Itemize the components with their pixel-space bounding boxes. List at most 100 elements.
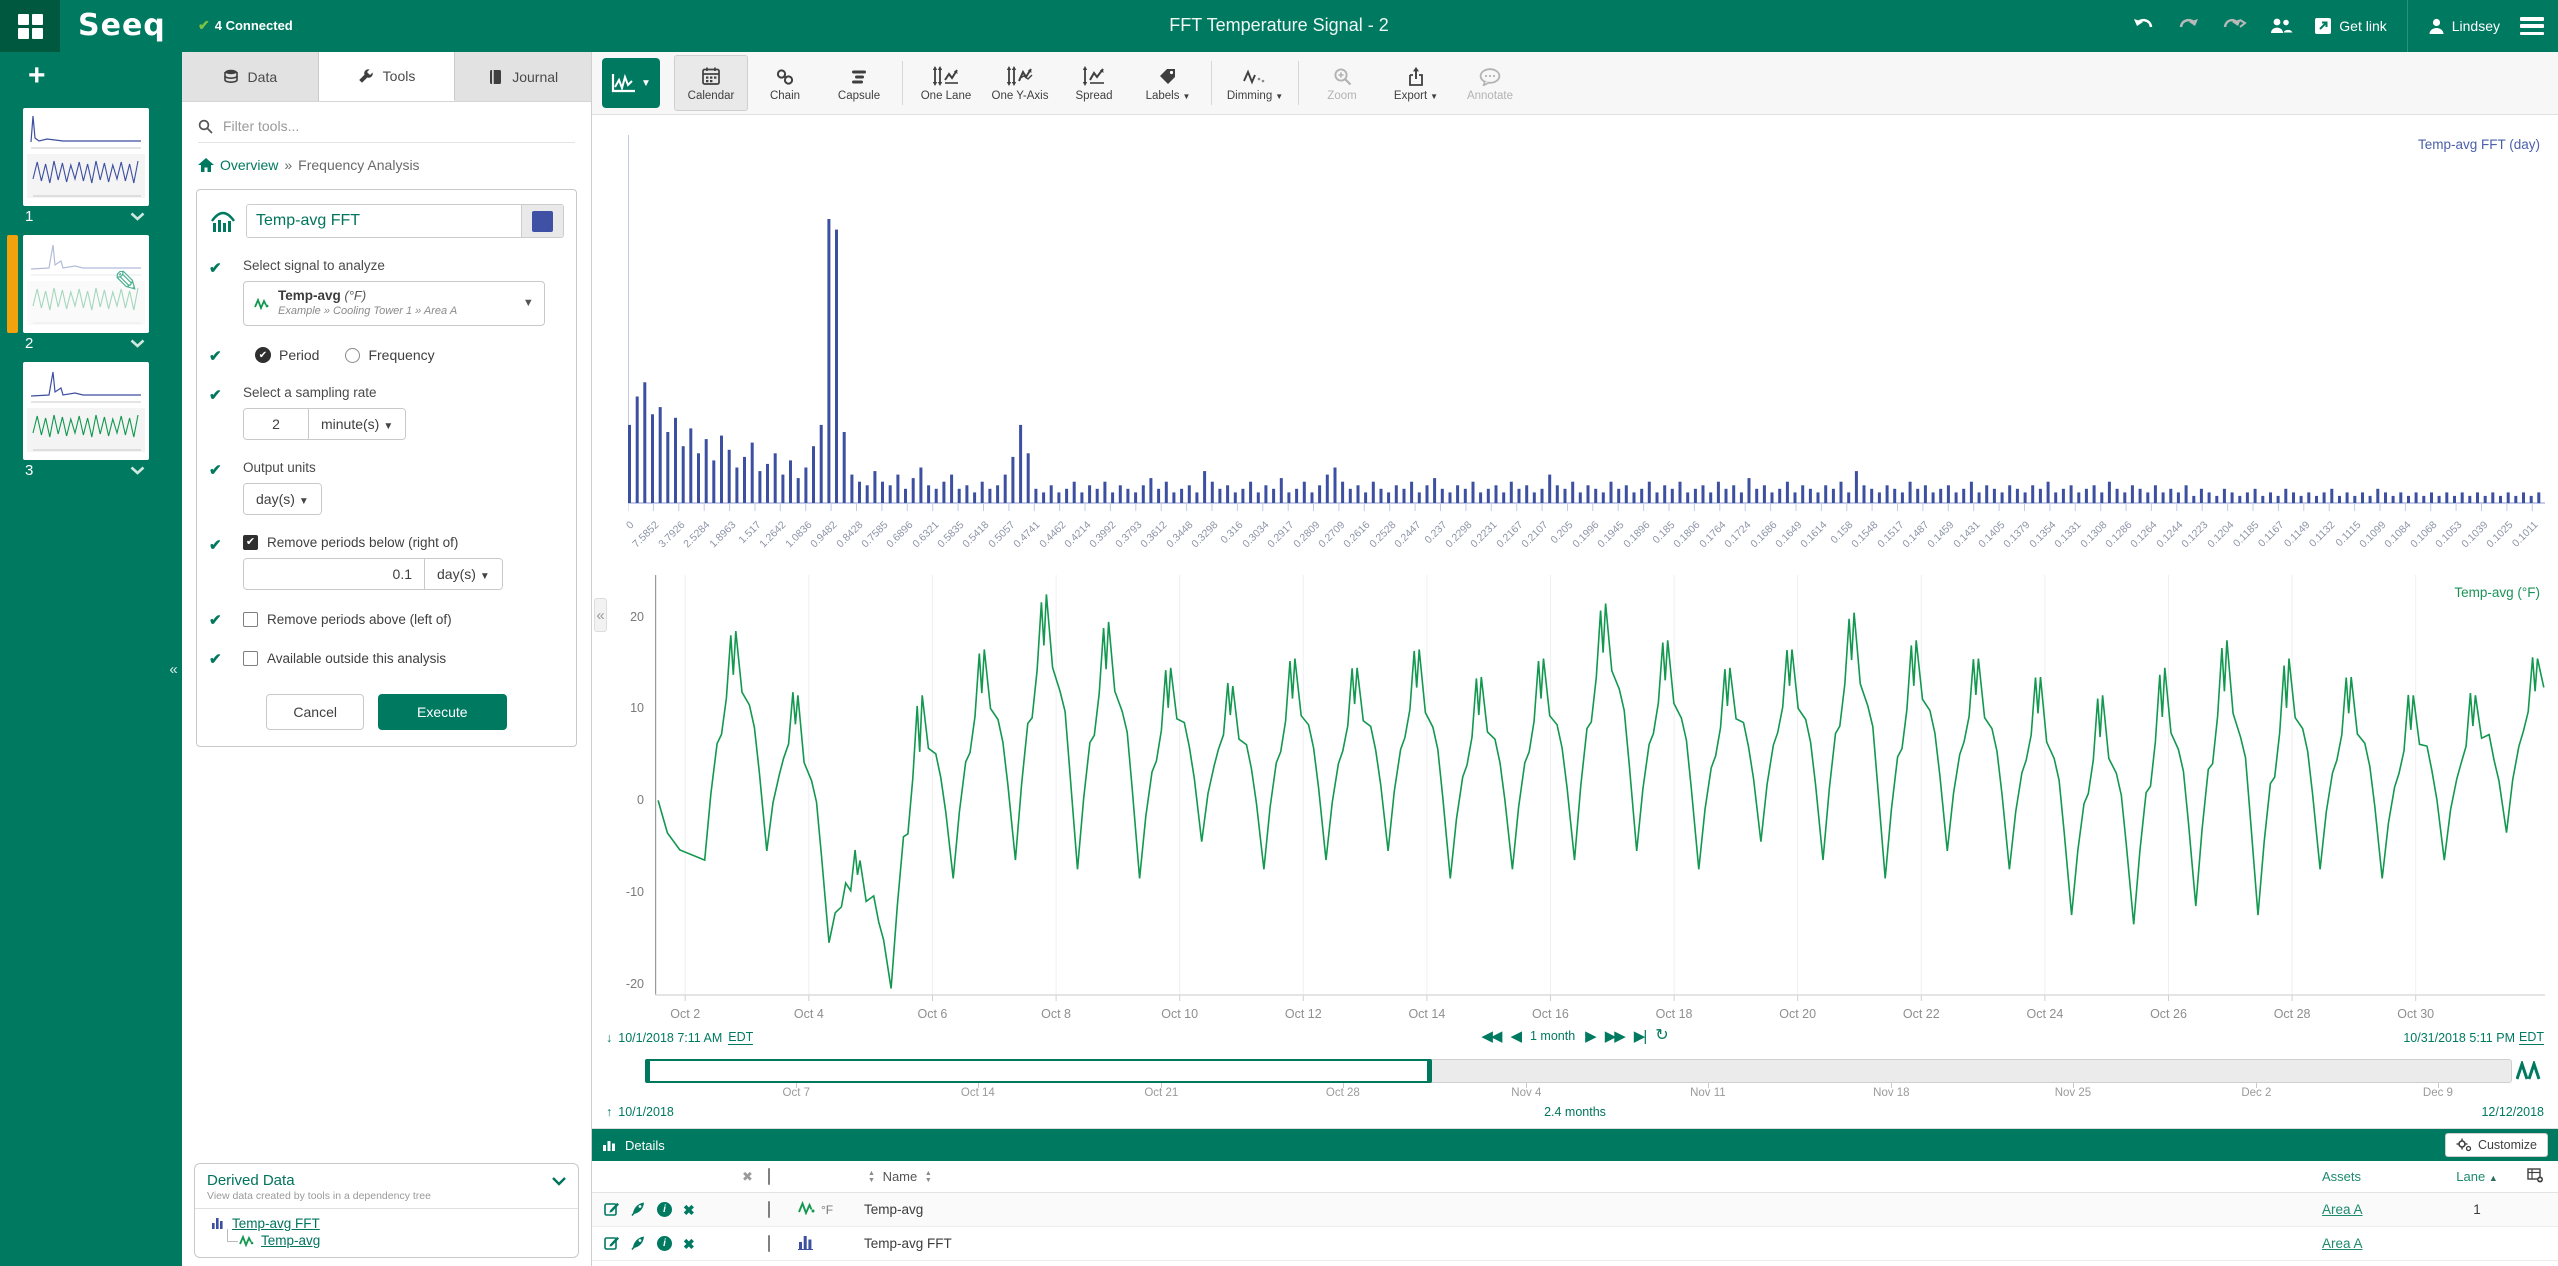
user-menu[interactable]: Lindsey [2428, 17, 2500, 35]
remove-icon[interactable]: ✖ [683, 1201, 695, 1218]
temp-chart-canvas[interactable] [655, 575, 2545, 1001]
app-grid-button[interactable] [0, 0, 60, 52]
customize-button[interactable]: Customize [2444, 1133, 2548, 1157]
tab-journal[interactable]: Journal [455, 52, 592, 101]
derived-link-signal[interactable]: Temp-avg [261, 1233, 321, 1248]
toolbar-labels-button[interactable]: Labels ▼ [1131, 55, 1205, 111]
row-checkbox[interactable] [768, 1235, 770, 1252]
derived-data-header[interactable]: Derived Data View data created by tools … [195, 1164, 578, 1209]
sampling-rate-input[interactable] [244, 408, 308, 439]
toolbar-dimming-button[interactable]: Dimming ▼ [1218, 55, 1292, 111]
step-forward-button[interactable]: ▶ [1585, 1027, 1596, 1045]
tab-tools[interactable]: Tools [318, 52, 456, 101]
remove-all-icon[interactable]: ✖ [742, 1168, 753, 1184]
rocket-icon[interactable] [631, 1235, 646, 1252]
edit-icon[interactable] [604, 1201, 620, 1218]
chevron-down-icon[interactable] [130, 209, 145, 224]
info-icon[interactable]: i [657, 1202, 672, 1217]
select-all-checkbox[interactable] [768, 1168, 770, 1185]
remove-icon[interactable]: ✖ [683, 1235, 695, 1252]
add-column-button[interactable] [2512, 1167, 2558, 1186]
collapse-tools-panel-handle[interactable]: « [594, 598, 607, 632]
info-icon[interactable]: i [657, 1236, 672, 1251]
toolbar-one-lane-button[interactable]: One Lane [909, 55, 983, 111]
tab-data[interactable]: Data [182, 52, 319, 101]
worksheet-item-2[interactable]: ✎ 2 [0, 235, 182, 352]
users-icon[interactable] [2268, 13, 2294, 39]
temp-series-label[interactable]: Temp-avg (°F) [2454, 585, 2540, 600]
chart-type-button[interactable]: ▼ [602, 58, 660, 108]
fft-series-label[interactable]: Temp-avg FFT (day) [2417, 137, 2540, 152]
sort-icon[interactable]: ▲ ▼ [868, 1170, 875, 1184]
toolbar-capsule-button[interactable]: Capsule [822, 55, 896, 111]
scrubber-track[interactable] [645, 1059, 2512, 1083]
redo-all-icon[interactable] [2222, 13, 2248, 39]
radio-frequency[interactable]: Frequency [345, 347, 435, 363]
breadcrumb-overview-link[interactable]: Overview [220, 157, 279, 173]
execute-button[interactable]: Execute [378, 693, 507, 730]
fft-chart-canvas[interactable] [628, 135, 2545, 512]
step-back-button[interactable]: ◀ [1510, 1027, 1521, 1045]
scrubber-tick-label: Oct 14 [960, 1087, 995, 1099]
remove-below-input[interactable] [244, 558, 424, 589]
range-start-label[interactable]: 10/1/2018 7:11 AM [618, 1030, 723, 1045]
derived-link-fft[interactable]: Temp-avg FFT [232, 1216, 320, 1231]
asset-link[interactable]: Area A [2322, 1236, 2363, 1251]
details-title: Details [625, 1137, 665, 1153]
toolbar-spread-button[interactable]: Spread [1057, 55, 1131, 111]
remove-above-checkbox[interactable]: Remove periods above (left of) [243, 610, 564, 629]
add-worksheet-button[interactable]: + [28, 59, 46, 92]
chevron-down-icon[interactable] [130, 336, 145, 351]
hamburger-menu-icon[interactable] [2520, 17, 2544, 35]
step-to-end-button[interactable]: ▶| [1633, 1027, 1648, 1045]
toolbar-one-y-axis-button[interactable]: One Y-Axis [983, 55, 1057, 111]
assets-column-header[interactable]: Assets [2322, 1169, 2362, 1184]
remove-below-unit-dropdown[interactable]: day(s) ▼ [424, 558, 502, 589]
investigate-start[interactable]: 10/1/2018 [618, 1105, 674, 1119]
collapse-sidebar-handle[interactable]: « [169, 660, 178, 678]
investigate-end[interactable]: 12/12/2018 [2481, 1105, 2544, 1119]
details-row[interactable]: i ✖ °F Temp-avg Area A 1 [592, 1193, 2558, 1227]
investigate-duration[interactable]: 2.4 months [1544, 1105, 1606, 1119]
duration-label[interactable]: 1 month [1529, 1029, 1576, 1043]
worksheet-item-1[interactable]: 1 [0, 108, 182, 225]
lane-column-header[interactable]: Lane [2456, 1169, 2486, 1184]
redo-icon[interactable] [2176, 13, 2202, 39]
tool-name-input[interactable] [247, 205, 521, 237]
undo-icon[interactable] [2130, 13, 2156, 39]
details-row[interactable]: i ✖ Temp-avg FFT Area A [592, 1227, 2558, 1261]
remove-below-checkbox[interactable]: ✔ Remove periods below (right of) [243, 534, 564, 550]
color-picker-button[interactable] [521, 205, 563, 237]
toolbar-export-button[interactable]: Export ▼ [1379, 55, 1453, 111]
get-link-button[interactable]: Get link [2314, 17, 2387, 35]
available-outside-checkbox[interactable]: Available outside this analysis [243, 649, 564, 668]
worksheet-thumbnail[interactable] [23, 362, 149, 460]
range-end-label[interactable]: 10/31/2018 5:11 PM [2403, 1030, 2515, 1045]
radio-period[interactable]: ✔ Period [255, 347, 319, 364]
temp-y-tick-label: 0 [637, 793, 644, 807]
worksheet-thumbnail[interactable]: ✎ [23, 235, 149, 333]
filter-tools-input[interactable] [223, 118, 575, 134]
output-unit-dropdown[interactable]: day(s) ▼ [244, 483, 321, 514]
auto-update-icon[interactable] [2516, 1061, 2542, 1081]
signal-select-dropdown[interactable]: Temp-avg (°F) Example » Cooling Tower 1 … [243, 281, 545, 326]
cancel-button[interactable]: Cancel [266, 693, 364, 730]
sampling-unit-dropdown[interactable]: minute(s) ▼ [308, 408, 406, 439]
toolbar-chain-button[interactable]: Chain [748, 55, 822, 111]
step-forward-fast-button[interactable]: ▶▶ [1604, 1027, 1626, 1045]
rocket-icon[interactable] [631, 1201, 646, 1218]
scrubber-selected-range[interactable] [645, 1059, 1433, 1083]
worksheet-thumbnail[interactable] [23, 108, 149, 206]
refresh-icon[interactable]: ↻ [1655, 1027, 1669, 1044]
edit-icon[interactable] [604, 1235, 620, 1252]
step-back-fast-button[interactable]: ◀◀ [1481, 1027, 1502, 1045]
toolbar-calendar-button[interactable]: Calendar [674, 55, 748, 111]
name-column-header[interactable]: Name [882, 1169, 918, 1184]
row-checkbox[interactable] [768, 1201, 770, 1218]
asset-link[interactable]: Area A [2322, 1202, 2363, 1217]
end-timezone[interactable]: EDT [2519, 1030, 2544, 1045]
worksheet-item-3[interactable]: 3 [0, 362, 182, 479]
chevron-down-icon[interactable] [130, 463, 145, 478]
sort-icon[interactable]: ▲ ▼ [924, 1170, 932, 1184]
start-timezone[interactable]: EDT [728, 1030, 754, 1045]
